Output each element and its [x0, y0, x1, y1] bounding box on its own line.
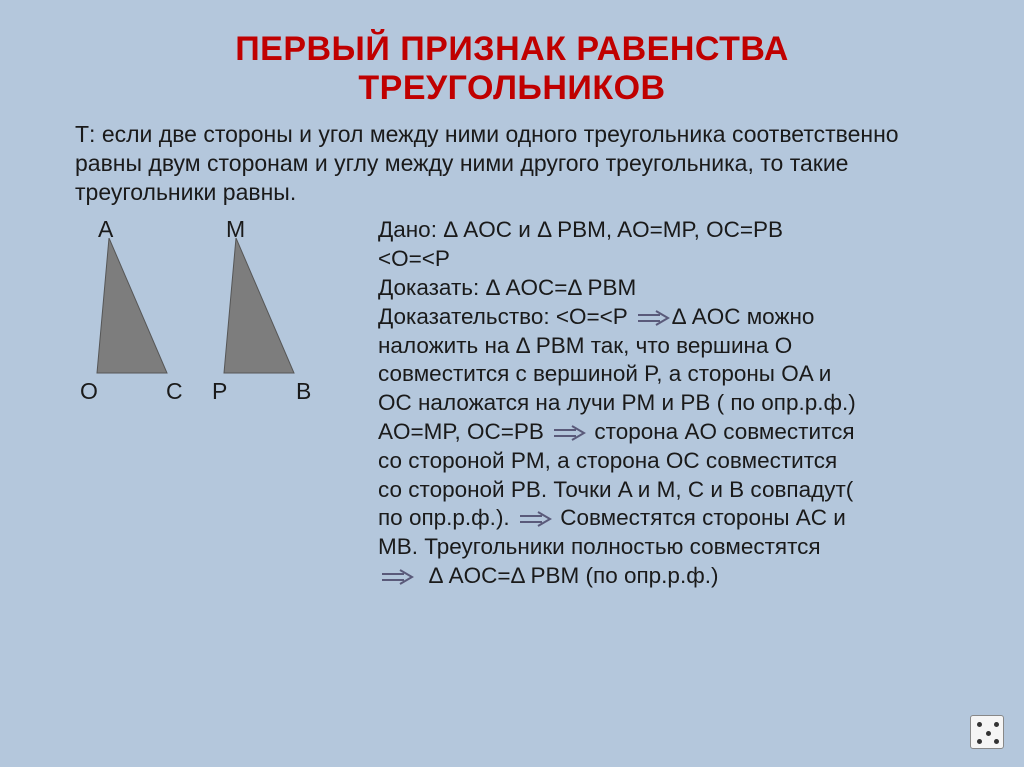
implies-arrow-icon	[518, 511, 552, 527]
label-o: O	[80, 378, 98, 405]
label-c: C	[166, 378, 183, 405]
implies-arrow-icon	[552, 425, 586, 441]
label-b: B	[296, 378, 311, 405]
dice-icon[interactable]	[970, 715, 1004, 749]
triangle-aoc	[95, 238, 175, 378]
theorem-text: Т: если две стороны и угол между ними од…	[0, 108, 1024, 206]
label-m: M	[226, 216, 245, 243]
title-line-2: ТРЕУГОЛЬНИКОВ	[358, 69, 665, 107]
title-line-1: ПЕРВЫЙ ПРИЗНАК РАВЕНСТВА	[235, 30, 789, 68]
content-row: A M O C P B Дано: Δ AOC и Δ PBM, AO=MP, …	[0, 206, 1024, 590]
triangles-diagram: A M O C P B	[40, 216, 370, 436]
label-p: P	[212, 378, 227, 405]
triangle-pbm	[222, 238, 302, 378]
implies-arrow-icon	[636, 310, 670, 326]
label-a: A	[98, 216, 113, 243]
slide-title: ПЕРВЫЙ ПРИЗНАК РАВЕНСТВА ТРЕУГОЛЬНИКОВ	[0, 0, 1024, 108]
implies-arrow-icon	[380, 569, 414, 585]
proof-text: Дано: Δ AOC и Δ PBM, AO=MP, OC=PB <O=<P …	[370, 216, 1004, 590]
